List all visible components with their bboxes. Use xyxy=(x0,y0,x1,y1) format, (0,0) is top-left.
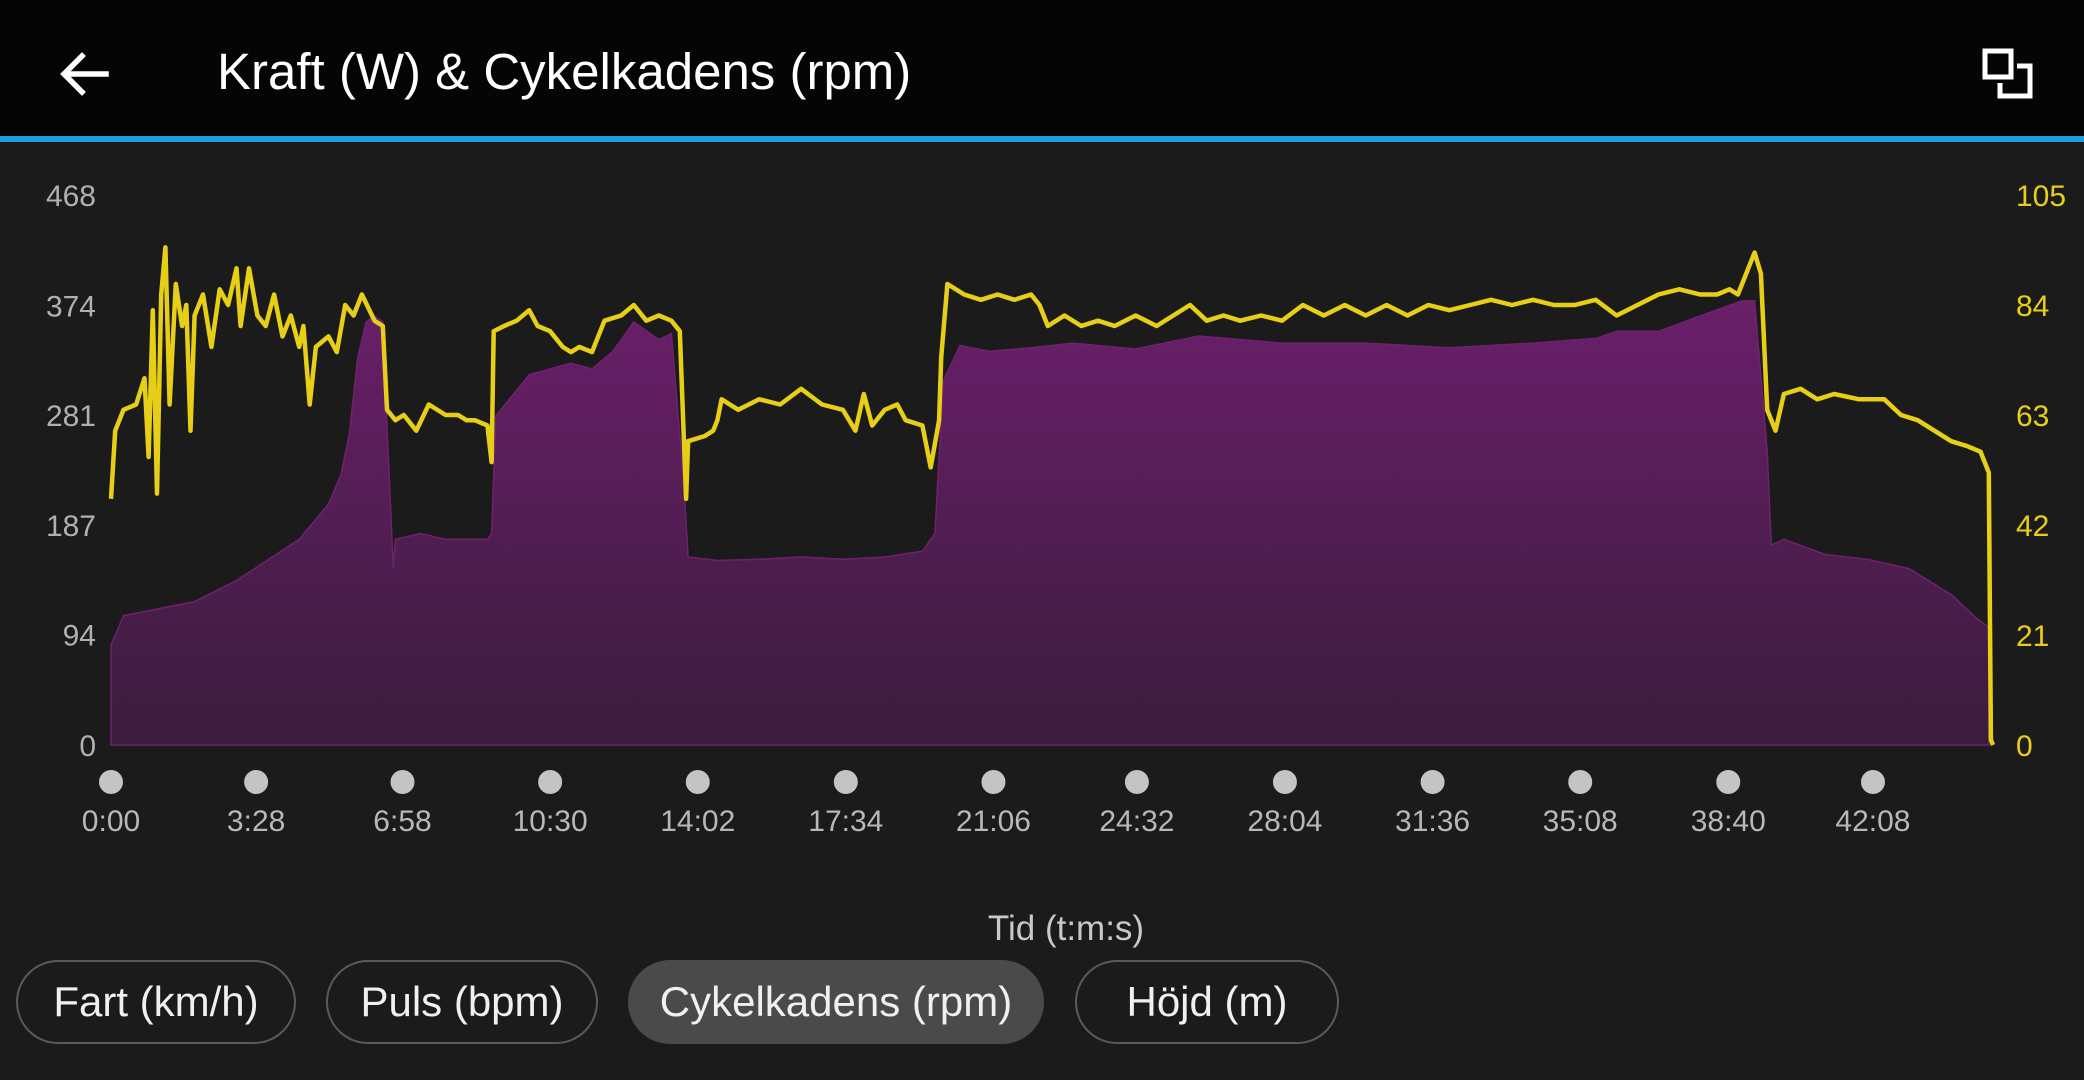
cadence-line-series xyxy=(108,245,1996,746)
left-axis-tick-label: 0 xyxy=(79,730,96,763)
x-axis-tick-label: 38:40 xyxy=(1691,805,1766,838)
left-axis-tick-label: 94 xyxy=(63,620,96,653)
x-axis-tick-label: 42:08 xyxy=(1835,805,1910,838)
app-bar: Kraft (W) & Cykelkadens (rpm) xyxy=(0,0,2084,142)
x-axis-tick-dot xyxy=(1568,770,1593,794)
chip-cadence[interactable]: Cykelkadens (rpm) xyxy=(628,960,1044,1044)
chip-heart-rate[interactable]: Puls (bpm) xyxy=(326,960,598,1044)
left-axis-tick-label: 281 xyxy=(46,400,96,433)
chip-elevation[interactable]: Höjd (m) xyxy=(1075,960,1339,1044)
right-axis-tick-label: 21 xyxy=(2016,620,2049,653)
x-axis-tick-label: 31:36 xyxy=(1395,805,1470,838)
x-axis-tick-label: 24:32 xyxy=(1099,805,1174,838)
right-axis-tick-label: 63 xyxy=(2016,400,2049,433)
expand-overlap-icon xyxy=(1982,48,2033,99)
x-axis-tick-label: 35:08 xyxy=(1543,805,1618,838)
x-axis-tick-label: 28:04 xyxy=(1247,805,1322,838)
x-axis-tick-dot xyxy=(1716,770,1741,794)
x-axis-tick-dot xyxy=(685,770,710,794)
power-cadence-chart: 0 94 187 281 374 468 0 21 42 63 84 105 0:00 3:28 6:58 1… xyxy=(46,180,2066,948)
x-axis-tick-label: 14:02 xyxy=(660,805,735,838)
x-axis-tick-dot xyxy=(99,770,123,794)
metric-chip-group: Fart (km/h) Puls (bpm) Cykelkadens (rpm)… xyxy=(0,960,2084,1050)
left-axis-tick-label: 374 xyxy=(46,290,96,323)
x-axis-tick-dot xyxy=(1272,770,1297,794)
x-axis-tick-label: 6:58 xyxy=(373,805,431,838)
left-axis-tick-label: 468 xyxy=(46,180,96,213)
expand-button[interactable] xyxy=(1968,40,2048,108)
x-axis-tick-label: 3:28 xyxy=(227,805,285,838)
x-axis-title: Tid (t:m:s) xyxy=(988,909,1144,948)
right-axis-tick-label: 42 xyxy=(2016,510,2049,543)
x-axis-tick-dot xyxy=(1860,770,1885,794)
back-button[interactable] xyxy=(40,30,128,118)
x-axis-tick-dot xyxy=(1420,770,1445,794)
left-axis-tick-label: 187 xyxy=(46,510,96,543)
x-axis-tick-dot xyxy=(244,770,269,794)
chip-speed[interactable]: Fart (km/h) xyxy=(16,960,296,1044)
x-axis-tick-dot xyxy=(538,770,563,794)
arrow-left-icon xyxy=(60,52,109,96)
x-axis-tick-label: 17:34 xyxy=(808,805,883,838)
x-axis-tick-label: 21:06 xyxy=(956,805,1031,838)
x-axis-tick-label: 0:00 xyxy=(82,805,140,838)
x-axis-tick-dot xyxy=(1124,770,1149,794)
x-axis-tick-dot xyxy=(833,770,858,794)
x-axis-tick-label: 10:30 xyxy=(513,805,588,838)
x-axis-tick-dot xyxy=(981,770,1006,794)
power-area-series xyxy=(110,300,1990,746)
right-axis-tick-label: 0 xyxy=(2016,730,2033,763)
accent-divider xyxy=(0,136,2084,142)
page-title: Kraft (W) & Cykelkadens (rpm) xyxy=(217,43,912,100)
x-axis-tick-dot xyxy=(390,770,415,794)
right-axis-tick-label: 84 xyxy=(2016,290,2049,323)
right-axis-tick-label: 105 xyxy=(2016,180,2066,213)
